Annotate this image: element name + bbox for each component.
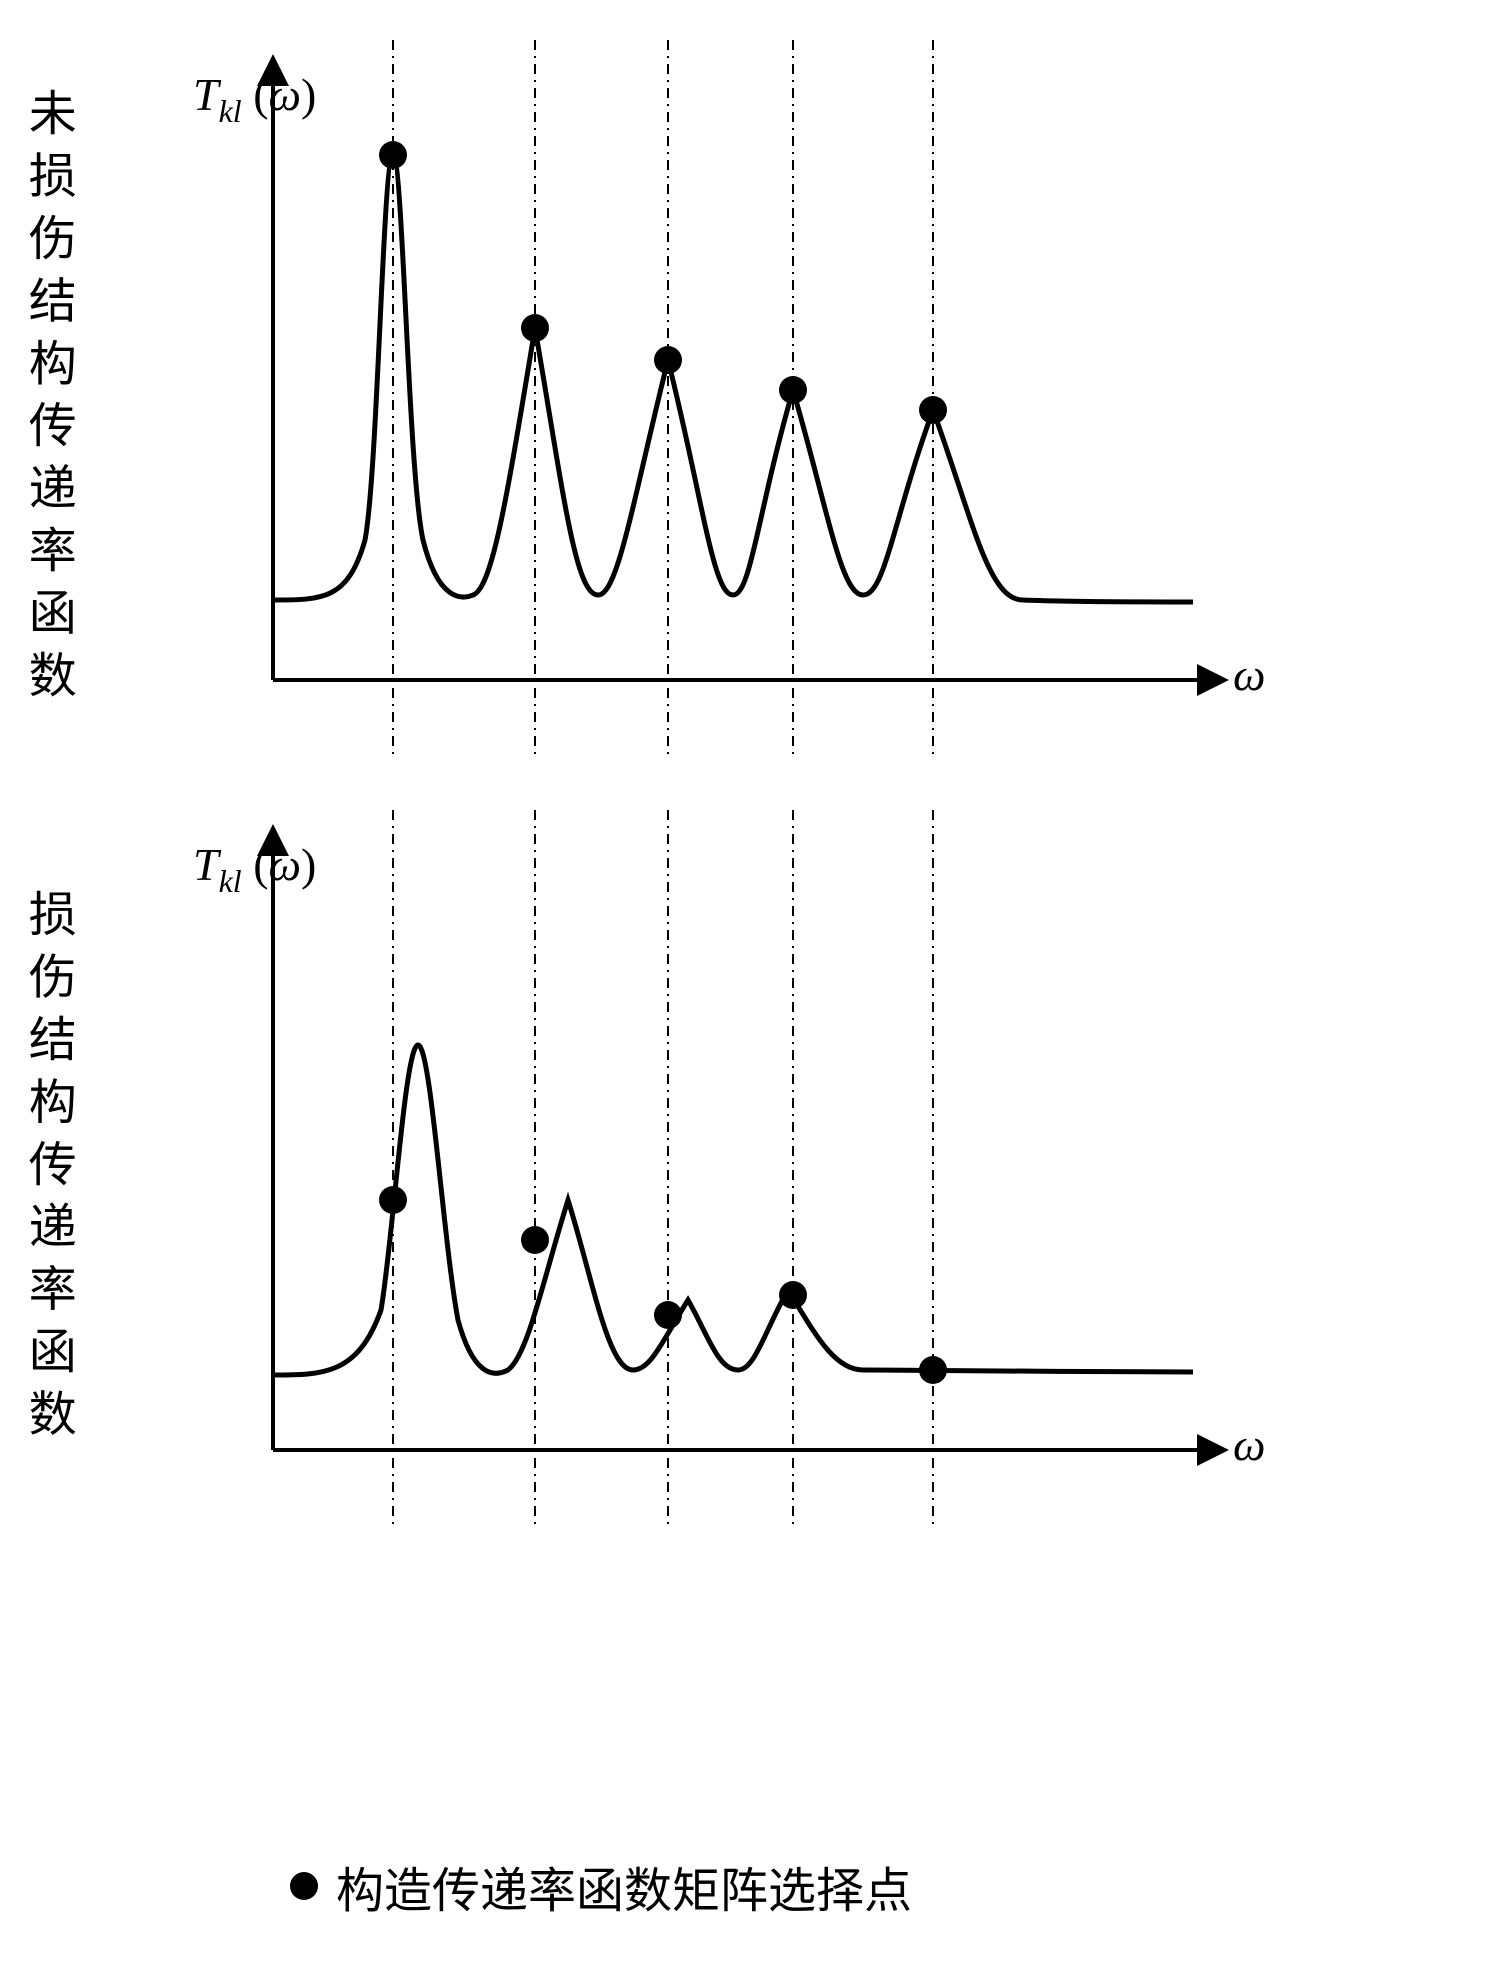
top-vlabel: 未损伤结构传递率函数 (20, 88, 73, 712)
legend-marker-icon (290, 1872, 318, 1900)
top-y-axis-label: Tkl (ω) (193, 69, 316, 129)
bottom-x-axis-label: ω (1233, 1419, 1265, 1470)
top-panel: 未损伤结构传递率函数 Tkl (ω) ω (20, 40, 1293, 760)
bottom-markers (379, 1186, 947, 1384)
top-x-axis-label: ω (1233, 649, 1265, 700)
legend: 构造传递率函数矩阵选择点 (290, 1851, 912, 1921)
bottom-curve (273, 1045, 1193, 1375)
bottom-guides (393, 810, 933, 1530)
legend-text: 构造传递率函数矩阵选择点 (336, 1851, 912, 1921)
top-plot: Tkl (ω) ω (93, 40, 1293, 760)
bottom-y-axis-label: Tkl (ω) (193, 839, 316, 899)
bottom-plot: Tkl (ω) ω (93, 810, 1293, 1530)
bottom-panel: 损伤结构传递率函数 Tkl (ω) ω (20, 810, 1293, 1530)
bottom-vlabel: 损伤结构传递率函数 (20, 889, 73, 1451)
figure-root: 未损伤结构传递率函数 Tkl (ω) ω (20, 20, 1478, 1951)
top-curve (273, 155, 1193, 602)
top-guides (393, 40, 933, 760)
